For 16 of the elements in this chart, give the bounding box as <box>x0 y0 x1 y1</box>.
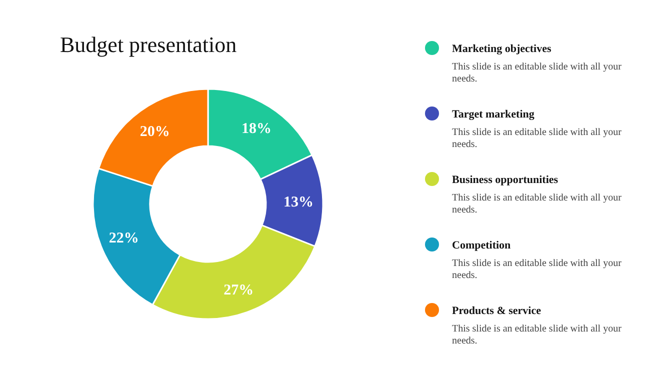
text: This slide is an editable slide with all your needs. <box>452 62 622 84</box>
legend-label: Business opportunities <box>452 174 559 186</box>
legend-label: Target marketing <box>452 108 535 120</box>
data-label: 18% <box>241 120 272 137</box>
data-label: 27% <box>224 282 254 298</box>
text: This slide is an editable slide with all your needs. <box>452 258 622 281</box>
text: This slide is an editable slide with all your needs. <box>452 192 622 216</box>
text: This slide is an editable slide with all your needs. <box>452 324 622 346</box>
data-label: 20% <box>140 124 170 140</box>
legend-label: Competition <box>452 239 511 252</box>
data-label: 13% <box>283 194 314 210</box>
legend-label: Marketing objectives <box>452 42 552 55</box>
text: This slide is an editable slide with all your needs. <box>452 127 622 150</box>
chart-title: Budget presentation <box>60 32 237 57</box>
legend-label: Products & service <box>452 304 542 317</box>
data-label: 22% <box>108 230 139 247</box>
